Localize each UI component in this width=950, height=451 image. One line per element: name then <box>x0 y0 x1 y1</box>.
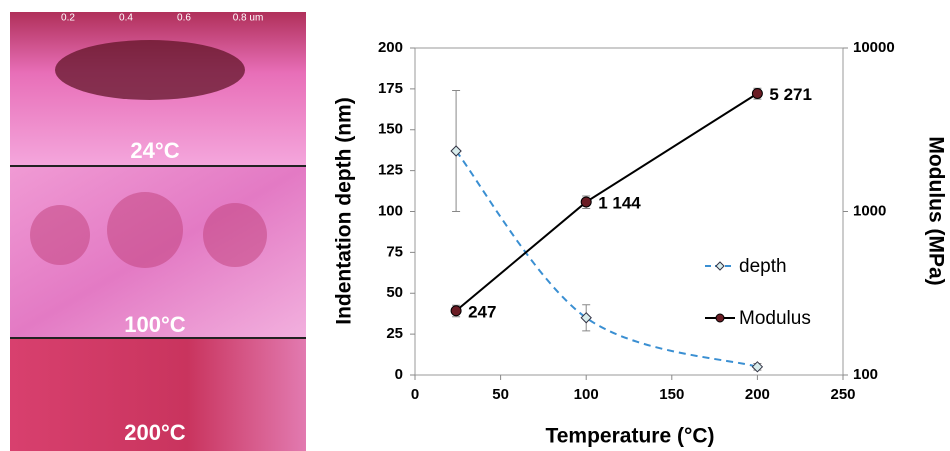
scale-label: 0.8 um <box>233 13 264 24</box>
x-axis-label: Temperature (°C) <box>545 425 714 448</box>
y-tick-label: 100 <box>378 202 403 219</box>
x-tick-label: 0 <box>411 386 419 403</box>
indent <box>55 40 245 100</box>
afm-panel <box>10 339 306 451</box>
scale-label: 0.4 <box>119 13 133 24</box>
y-tick-label: 0 <box>395 366 403 383</box>
series-line <box>455 150 758 368</box>
indent <box>107 192 183 268</box>
y-tick-label: 200 <box>378 39 403 56</box>
x-tick-label: 250 <box>830 386 855 403</box>
data-point <box>450 145 462 157</box>
scale-label: 0.6 <box>177 13 191 24</box>
y-tick-label: 125 <box>378 162 403 179</box>
legend-label: Modulus <box>739 308 811 329</box>
value-label: 247 <box>468 302 496 321</box>
y-tick-label: 50 <box>386 284 403 301</box>
data-point <box>450 305 462 317</box>
legend-marker <box>715 261 725 271</box>
value-label: 5 271 <box>769 85 812 104</box>
y-axis-label: Indentation depth (nm) <box>333 97 356 324</box>
y-tick-label: 25 <box>386 325 403 342</box>
scale-label: 0.2 <box>61 13 75 24</box>
indent <box>203 203 267 267</box>
x-tick-label: 200 <box>745 386 770 403</box>
y2-axis-label: Modulus (MPa) <box>924 136 947 285</box>
value-label: 1 144 <box>598 193 641 212</box>
panel-label: 24°C <box>130 138 179 163</box>
y2-tick-label: 1000 <box>853 202 886 219</box>
y-tick-label: 75 <box>386 243 403 260</box>
afm-images: 0.2 0.4 0.6 0.8 um 24°C 100°C 200°C <box>10 12 306 451</box>
y-tick-label: 175 <box>378 80 403 97</box>
x-tick-label: 150 <box>659 386 684 403</box>
data-point <box>580 196 592 208</box>
y-tick-label: 150 <box>378 121 403 138</box>
panel-label: 200°C <box>124 420 186 445</box>
x-tick-label: 50 <box>492 386 509 403</box>
data-point <box>751 87 763 99</box>
y2-tick-label: 100 <box>853 366 878 383</box>
y2-tick-label: 10000 <box>853 39 895 56</box>
data-point <box>580 312 592 324</box>
legend-label: depth <box>739 256 787 277</box>
data-point <box>751 361 764 373</box>
x-tick-label: 100 <box>574 386 599 403</box>
indent <box>30 205 90 265</box>
panel-label: 100°C <box>124 312 186 337</box>
legend-marker <box>715 313 725 323</box>
